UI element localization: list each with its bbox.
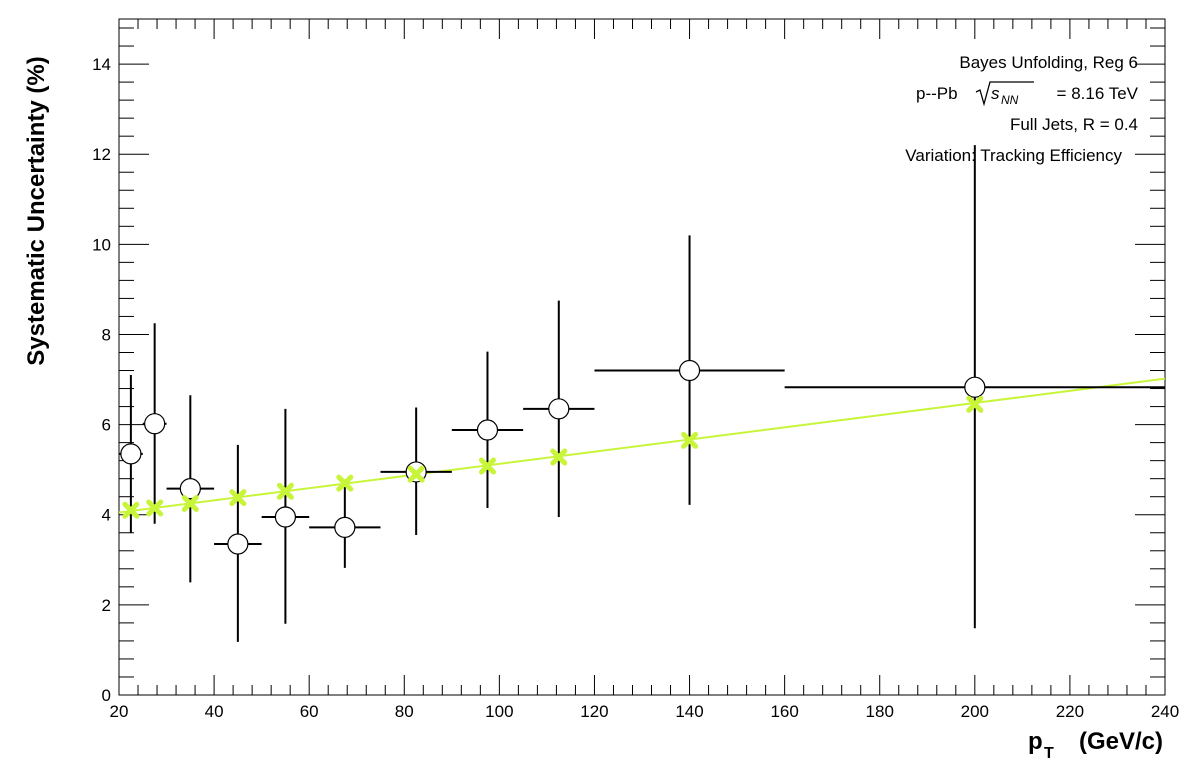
axis-ticks bbox=[118, 19, 1166, 696]
data-point-circle bbox=[214, 444, 262, 642]
x-tick-label: 100 bbox=[485, 702, 513, 721]
cross-stroke bbox=[336, 474, 354, 492]
data-point-cross bbox=[336, 474, 354, 492]
open-circle-marker bbox=[678, 359, 701, 382]
series-crosses bbox=[122, 395, 984, 519]
data-point-circle bbox=[523, 300, 595, 517]
data-point-cross bbox=[181, 494, 199, 512]
x-tick-label: 40 bbox=[205, 702, 224, 721]
x-tick-label: 140 bbox=[675, 702, 703, 721]
cross-stroke bbox=[550, 448, 568, 466]
x-axis-title-main: p bbox=[1028, 728, 1043, 755]
open-circle-marker bbox=[476, 419, 499, 441]
open-circle-marker bbox=[274, 506, 297, 528]
plot-frame bbox=[118, 18, 1166, 696]
x-tick-label: 220 bbox=[1056, 702, 1084, 721]
x-tick-label: 120 bbox=[580, 702, 608, 721]
data-point-circle bbox=[119, 375, 143, 533]
annotation-line2-prefix: p--Pb bbox=[916, 84, 958, 103]
y-tick-label: 4 bbox=[102, 506, 111, 525]
x-tick-label: 60 bbox=[300, 702, 319, 721]
open-circle-marker bbox=[548, 398, 570, 420]
annotation-line2-suffix: = 8.16 TeV bbox=[1057, 84, 1139, 103]
annotation-line1: Bayes Unfolding, Reg 6 bbox=[959, 53, 1138, 72]
sqrt-symbol bbox=[975, 81, 1034, 107]
y-tick-label: 6 bbox=[102, 416, 111, 435]
cross-stroke bbox=[966, 395, 984, 413]
data-point-cross bbox=[276, 482, 294, 500]
cross-stroke bbox=[407, 465, 425, 483]
x-axis-title-sub: T bbox=[1044, 745, 1054, 762]
y-tick-label: 8 bbox=[102, 325, 111, 344]
cross-stroke bbox=[276, 482, 294, 500]
y-tick-label: 10 bbox=[92, 235, 111, 254]
data-point-circle bbox=[451, 351, 524, 508]
cross-stroke bbox=[146, 499, 164, 517]
data-point-cross bbox=[146, 499, 164, 517]
data-point-circle bbox=[142, 323, 167, 524]
annotation-line2: p--Pb s NN = 8.16 TeV bbox=[916, 81, 1139, 107]
data-point-cross bbox=[550, 448, 568, 466]
fit-line-group bbox=[118, 377, 1166, 514]
data-point-cross bbox=[681, 431, 699, 449]
cross-stroke bbox=[181, 494, 199, 512]
open-circle-marker bbox=[179, 477, 201, 500]
fit-line bbox=[118, 377, 1166, 514]
x-axis-title: p T (GeV/c) bbox=[1028, 728, 1163, 762]
x-tick-label: 240 bbox=[1151, 702, 1179, 721]
open-circle-marker bbox=[227, 533, 249, 555]
cross-stroke bbox=[229, 489, 247, 507]
x-tick-label: 80 bbox=[395, 702, 414, 721]
x-tick-label: 200 bbox=[961, 702, 989, 721]
annotation-line3: Full Jets, R = 0.4 bbox=[1010, 115, 1138, 134]
open-circle-marker bbox=[120, 443, 142, 465]
annotation-line4: Variation: Tracking Efficiency bbox=[905, 146, 1122, 165]
cross-stroke bbox=[478, 457, 496, 475]
y-axis-title: Systematic Uncertainty (%) bbox=[23, 56, 50, 365]
data-point-cross bbox=[407, 465, 425, 483]
series-circles bbox=[119, 145, 1165, 642]
x-tick-label: 160 bbox=[770, 702, 798, 721]
open-circle-marker bbox=[964, 376, 986, 398]
x-tick-label: 20 bbox=[110, 702, 129, 721]
cross-stroke bbox=[681, 431, 699, 449]
data-point-cross bbox=[122, 501, 140, 519]
y-tick-label: 14 bbox=[92, 55, 111, 74]
tick-labels: 20 40 60 80 100 120 140 160 180 200 220 240 0 2 4 6 8 10 1… bbox=[92, 55, 1179, 721]
data-point-circle bbox=[309, 486, 381, 568]
legend-annotations: Bayes Unfolding, Reg 6 p--Pb s NN = 8.16… bbox=[905, 53, 1138, 165]
x-tick-label: 180 bbox=[866, 702, 894, 721]
data-point-circle bbox=[784, 145, 1165, 629]
annotation-line2-sub: NN bbox=[1001, 93, 1019, 107]
cross-stroke bbox=[122, 501, 140, 519]
data-point-cross bbox=[966, 395, 984, 413]
data-point-cross bbox=[229, 489, 247, 507]
open-circle-marker bbox=[334, 516, 356, 538]
data-point-circle bbox=[166, 395, 215, 583]
open-circle-marker bbox=[144, 413, 166, 435]
data-point-circle bbox=[261, 408, 310, 624]
annotation-line2-s: s bbox=[991, 84, 1000, 103]
data-point-circle bbox=[594, 235, 785, 505]
y-tick-label: 12 bbox=[92, 145, 111, 164]
x-axis-title-unit: (GeV/c) bbox=[1079, 728, 1163, 755]
data-point-cross bbox=[478, 457, 496, 475]
y-tick-label: 2 bbox=[102, 596, 111, 615]
y-tick-label: 0 bbox=[102, 686, 111, 705]
